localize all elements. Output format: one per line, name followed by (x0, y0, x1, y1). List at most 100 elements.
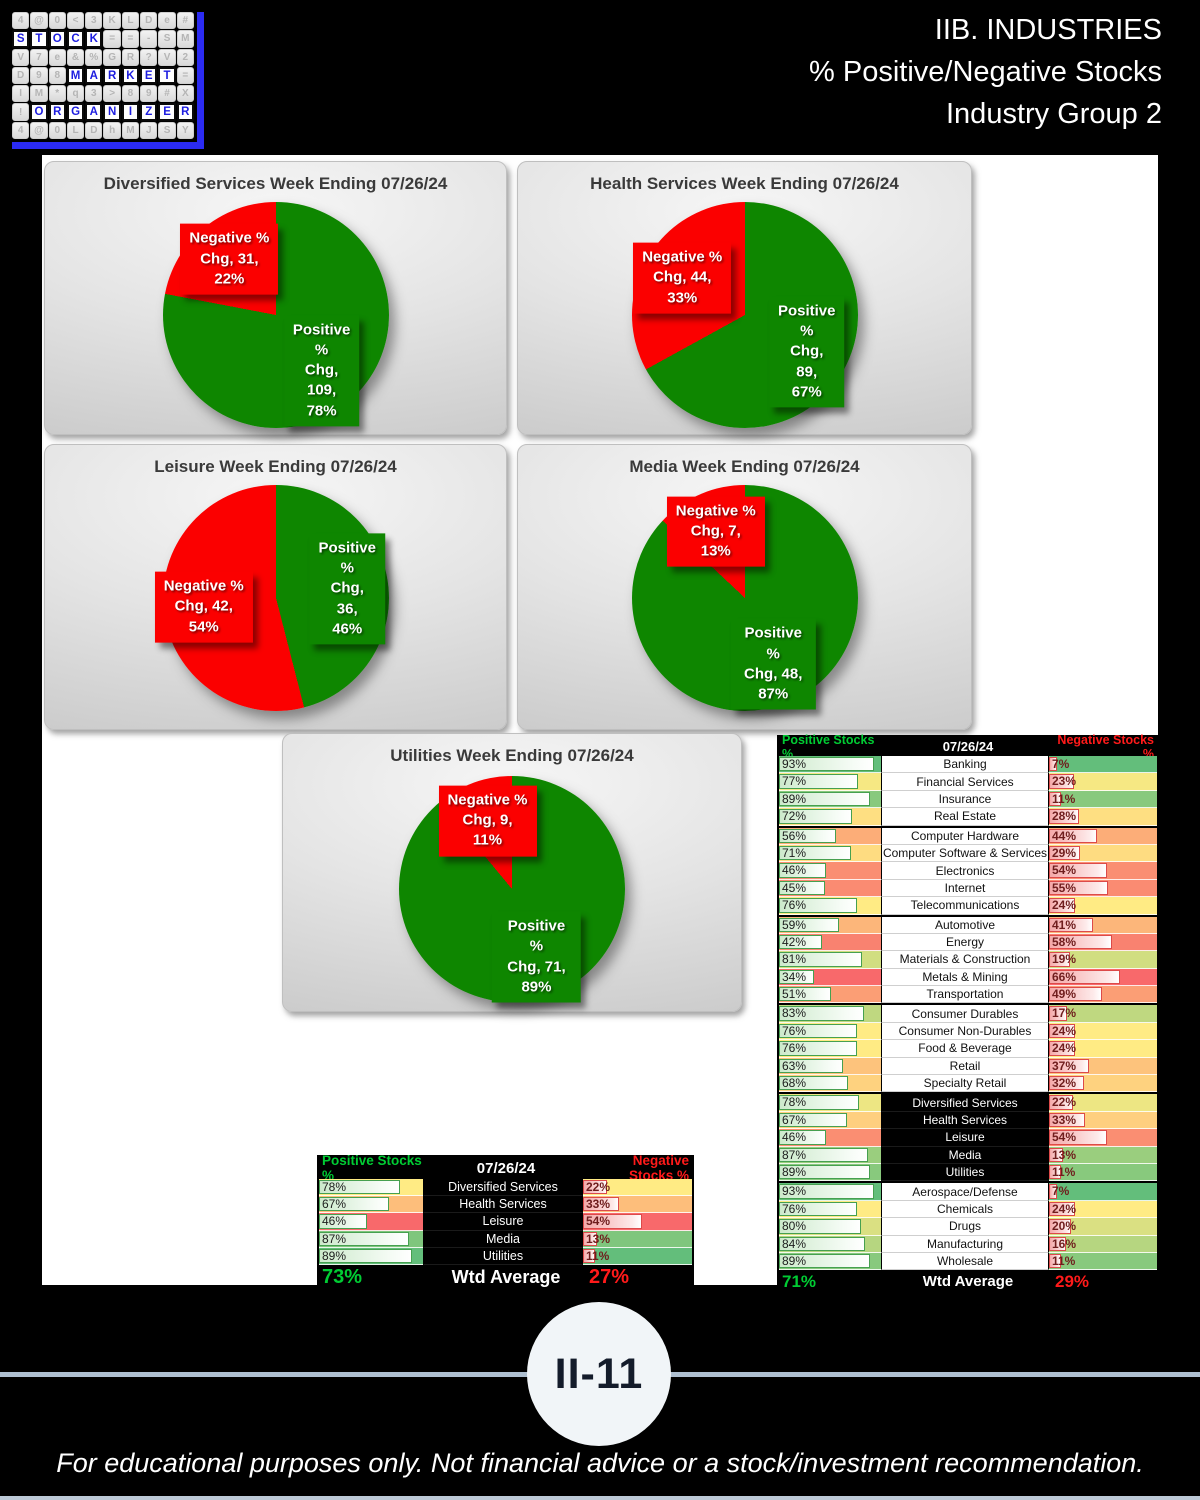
industry-name-cell: Retail (881, 1057, 1049, 1076)
negative-bar-cell: 66% (1049, 968, 1157, 987)
positive-data-bar (779, 917, 840, 932)
industry-name-cell: Media (881, 1146, 1049, 1164)
positive-value: 67% (782, 1112, 807, 1127)
positive-bar-cell: 78% (319, 1179, 423, 1197)
wtd-average-negative: 27% (589, 1266, 630, 1289)
page-badge-label: II-11 (554, 1349, 644, 1398)
positive-bar-cell: 46% (779, 1129, 881, 1147)
logo-tile: e (48, 48, 66, 66)
negative-value: 7% (1052, 1184, 1070, 1199)
negative-bar-cell: 20% (1049, 1218, 1157, 1236)
negative-data-bar (1049, 1219, 1071, 1234)
logo-tile: = (176, 66, 194, 85)
positive-bar-cell: 56% (779, 827, 881, 845)
negative-bar-cell: 7% (1049, 756, 1157, 774)
industry-name-cell: Diversified Services (881, 1094, 1049, 1112)
positive-data-bar (779, 1006, 864, 1021)
negative-bar-cell: 33% (583, 1196, 692, 1214)
logo-tile: T (158, 66, 176, 85)
logo-tile: 0 (48, 121, 66, 140)
positive-value: 51% (782, 987, 807, 1002)
negative-data-bar (1049, 1112, 1085, 1128)
page-title-line3: Industry Group 2 (946, 97, 1162, 130)
negative-bar-cell: 44% (1049, 827, 1157, 845)
positive-value: 72% (782, 809, 807, 824)
industry-name-cell: Specialty Retail (881, 1075, 1049, 1093)
table-row: 45% Internet 55% (779, 879, 1157, 898)
positive-data-bar (779, 1164, 870, 1180)
logo-tile: > (103, 85, 121, 103)
logo-tile: R (176, 103, 194, 121)
group2-summary-table: Positive Stocks % 07/26/24 Negative Stocks… (317, 1153, 694, 1293)
logo-tile: N (103, 103, 121, 121)
negative-data-bar (1049, 1095, 1073, 1110)
logo-tile: I (12, 85, 30, 103)
logo-tile: V (12, 48, 30, 66)
positive-data-bar (779, 828, 837, 843)
positive-data-bar (779, 1076, 849, 1091)
positive-bar-cell: 59% (779, 916, 881, 934)
positive-value: 80% (782, 1219, 807, 1234)
negative-bar-cell: 41% (1049, 916, 1157, 934)
pie-chart: Positive % Chg, 48, 87% Negative % Chg, 7… (631, 485, 858, 711)
positive-data-bar (779, 1219, 861, 1234)
negative-data-bar (1049, 969, 1121, 985)
table-row: 76% Telecommunications 24% (779, 897, 1157, 917)
logo-tile: % (85, 48, 103, 66)
pie-negative-label: Negative % Chg, 31, 22% (180, 223, 279, 295)
positive-data-bar (319, 1180, 401, 1195)
positive-bar-cell: 76% (779, 1022, 881, 1041)
industry-name-cell: Financial Services (881, 773, 1049, 791)
table-row: 63% Retail 37% (779, 1057, 1157, 1076)
table-row: 71% Computer Software & Services 29% (779, 844, 1157, 863)
negative-bar-cell: 17% (1049, 1005, 1157, 1023)
positive-bar-cell: 42% (779, 933, 881, 952)
table-row: 42% Energy 58% (779, 933, 1157, 952)
negative-value: 54% (1052, 1130, 1077, 1145)
logo-tile: # (176, 12, 194, 30)
table-row: 78% Diversified Services 22% (779, 1094, 1157, 1112)
negative-data-bar (583, 1197, 619, 1212)
table-row: 93% Banking 7% (779, 756, 1157, 774)
logo-tile: V (158, 48, 176, 66)
table-row: 46% Leisure 54% (319, 1213, 692, 1231)
logo-tile: E (158, 103, 176, 121)
positive-bar-cell: 68% (779, 1075, 881, 1093)
industry-name-cell: Banking (881, 756, 1049, 774)
logo-tile: < (66, 12, 85, 30)
negative-value: 13% (1052, 1147, 1077, 1162)
positive-value: 89% (782, 791, 807, 806)
positive-value: 89% (782, 1253, 807, 1268)
chart-panel-diversified-services: Diversified Services Week Ending 07/26/2… (44, 161, 507, 435)
negative-bar-cell: 13% (583, 1230, 692, 1248)
negative-data-bar (1049, 987, 1102, 1002)
logo-tile: D (140, 12, 158, 30)
negative-bar-cell: 23% (1049, 773, 1157, 791)
logo-tile: 4 (12, 121, 30, 140)
positive-value: 45% (782, 880, 807, 895)
logo-tile: M (176, 30, 194, 48)
all-industries-table: Positive Stocks % 07/26/24 Negative Stocks… (777, 733, 1159, 1296)
positive-data-bar (319, 1248, 412, 1263)
positive-data-bar (779, 791, 870, 807)
negative-value: 24% (1052, 898, 1077, 913)
negative-bar-cell: 29% (1049, 844, 1157, 863)
positive-value: 81% (782, 952, 807, 967)
table-row: 80% Drugs 20% (779, 1218, 1157, 1236)
table-row: 46% Leisure 54% (779, 1129, 1157, 1147)
positive-data-bar (779, 934, 822, 950)
industry-name-cell: Internet (881, 879, 1049, 898)
positive-data-bar (779, 1023, 857, 1039)
pie-chart: Positive % Chg, 71, 89% Negative % Chg, 9… (399, 776, 625, 1003)
negative-bar-cell: 11% (1049, 790, 1157, 809)
negative-bar-cell: 24% (1049, 897, 1157, 915)
industry-name-cell: Automotive (881, 916, 1049, 934)
pie-chart: Positive % Chg, 36, 46% Negative % Chg, 4… (154, 485, 389, 711)
logo-tile: R (103, 66, 121, 85)
wtd-average-label: Wtd Average (922, 1273, 1014, 1291)
chart-panel-leisure: Leisure Week Ending 07/26/24 Positive % … (44, 444, 507, 730)
wtd-average-positive: 73% (322, 1266, 363, 1289)
industry-name-cell: Computer Hardware (881, 827, 1049, 845)
positive-value: 46% (782, 1130, 807, 1145)
negative-bar-cell: 54% (583, 1213, 692, 1231)
